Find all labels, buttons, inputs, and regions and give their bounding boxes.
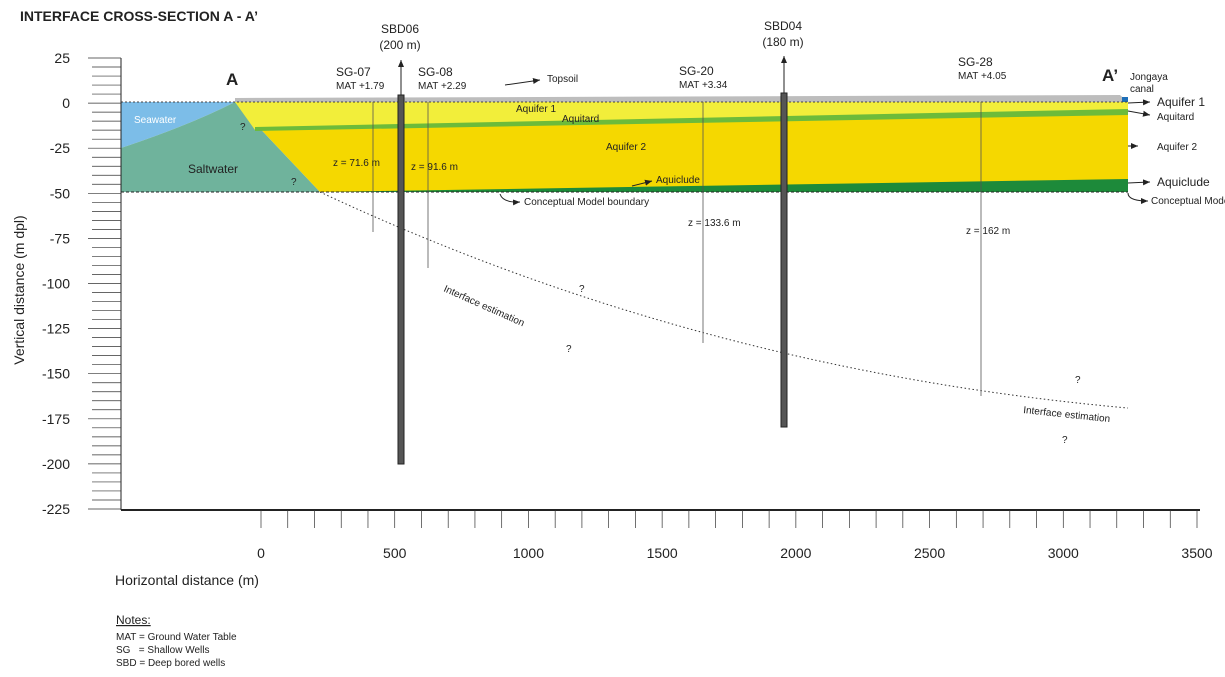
well-mat: MAT +2.29 [418, 81, 467, 92]
well-depth: z = 133.6 m [688, 218, 741, 229]
note: SBD = Deep bored wells [116, 658, 225, 669]
legend-label: Aquitard [1157, 112, 1194, 123]
well-depth: z = 162 m [966, 226, 1010, 237]
well-name: SG-07 [336, 65, 371, 79]
note: MAT = Ground Water Table [116, 632, 237, 643]
deep-well [398, 95, 404, 464]
well-mat: MAT +4.05 [958, 71, 1007, 82]
x-axis-label: Horizontal distance (m) [115, 572, 259, 588]
y-axis-label: Vertical distance (m dpl) [11, 215, 27, 364]
marker: A’ [1102, 66, 1118, 85]
question-mark: ? [291, 177, 297, 188]
legend-label: Aquifer 2 [1157, 142, 1197, 153]
question-mark: ? [1062, 435, 1068, 446]
well-name: SBD06 [381, 22, 419, 36]
y-tick-label: -150 [42, 366, 70, 382]
y-tick-label: -175 [42, 411, 70, 427]
y-tick-label: 0 [62, 95, 70, 111]
x-tick-label: 2000 [780, 545, 811, 561]
topsoil [235, 95, 1128, 102]
y-tick-label: -200 [42, 456, 70, 472]
zone-label: Interface estimation [1023, 405, 1111, 425]
well-mat: MAT +1.79 [336, 81, 385, 92]
x-tick-label: 1500 [647, 545, 678, 561]
x-tick-label: 3000 [1048, 545, 1079, 561]
well-mat: MAT +3.34 [679, 80, 728, 91]
well-depth: (180 m) [762, 35, 803, 49]
question-mark: ? [566, 344, 572, 355]
marker: A [226, 70, 238, 89]
x-tick-label: 0 [257, 545, 265, 561]
cross-section: INTERFACE CROSS-SECTION A - A’ SBD06 (20… [0, 0, 1225, 677]
x-tick-label: 3500 [1181, 545, 1212, 561]
zone-label: Aquifer 1 [516, 104, 556, 115]
notes-heading: Notes: [116, 613, 151, 627]
zone-label: Interface estimation [442, 284, 526, 330]
question-mark: ? [579, 284, 585, 295]
well-depth: z = 71.6 m [333, 158, 380, 169]
zone-label: Aquitard [562, 114, 599, 125]
y-tick-label: -100 [42, 276, 70, 292]
well-depth: (200 m) [379, 38, 420, 52]
question-mark: ? [240, 122, 246, 133]
legend-label: Aquiclude [1157, 175, 1210, 189]
y-tick-label: -75 [50, 230, 70, 246]
y-tick-label: -225 [42, 501, 70, 517]
well-name: SG-28 [958, 55, 993, 69]
zone-label: Saltwater [188, 162, 238, 176]
legend-label: Conceptual Model boundary [1151, 196, 1225, 207]
question-mark: ? [1075, 375, 1081, 386]
note: SG = Shallow Wells [116, 645, 209, 656]
canal-label: canal [1130, 84, 1154, 95]
zone-label: Aquiclude [656, 175, 700, 186]
well-name: SBD04 [764, 19, 802, 33]
x-tick-label: 1000 [513, 545, 544, 561]
deep-well [781, 93, 787, 427]
canal-label: Jongaya [1130, 72, 1168, 83]
y-tick-label: -125 [42, 321, 70, 337]
zone-label: Conceptual Model boundary [524, 197, 649, 208]
arrow [505, 80, 540, 85]
y-tick-label: -25 [50, 140, 70, 156]
zone-label: Topsoil [547, 74, 578, 85]
x-tick-label: 500 [383, 545, 407, 561]
legend-arrows [1128, 102, 1150, 201]
x-tick-label: 2500 [914, 545, 945, 561]
well-name: SG-20 [679, 64, 714, 78]
y-tick-label: 25 [54, 50, 70, 66]
legend-label: Aquifer 1 [1157, 95, 1205, 109]
y-tick-label: -50 [50, 185, 70, 201]
well-name: SG-08 [418, 65, 453, 79]
canal [1122, 97, 1128, 102]
arrow [500, 194, 520, 202]
zone-label: Seawater [134, 115, 177, 126]
page: {"title":"INTERFACE CROSS-SECTION A - A’… [0, 0, 1225, 677]
title: INTERFACE CROSS-SECTION A - A’ [20, 8, 258, 24]
well-depth: z = 91.6 m [411, 162, 458, 173]
zone-label: Aquifer 2 [606, 142, 646, 153]
